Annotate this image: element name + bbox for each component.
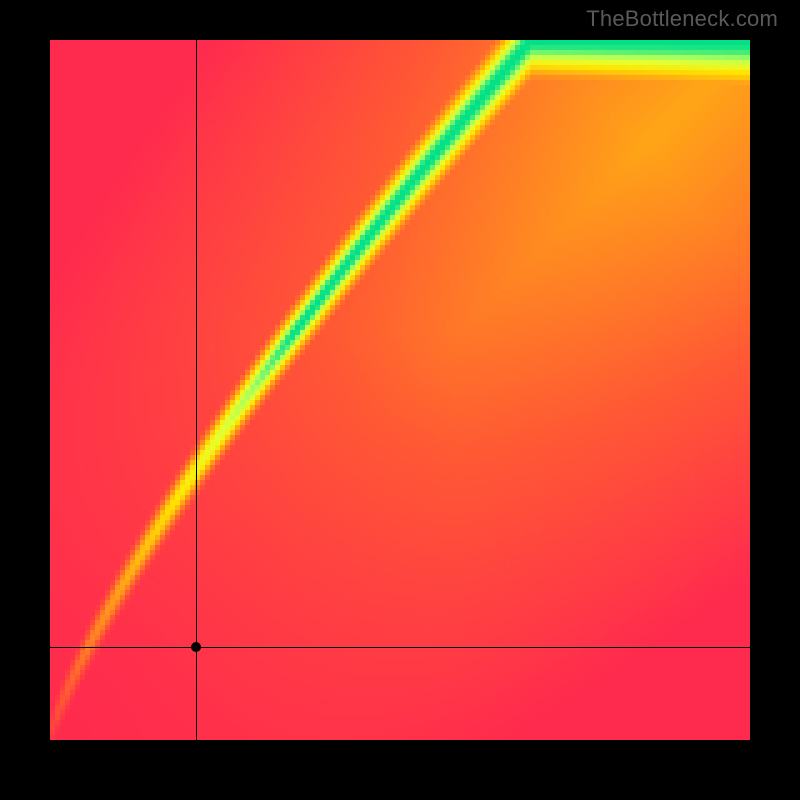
heatmap-plot (50, 40, 750, 740)
crosshair-horizontal (50, 647, 750, 648)
crosshair-vertical (196, 40, 197, 740)
crosshair-marker (191, 642, 201, 652)
watermark-text: TheBottleneck.com (586, 6, 778, 32)
heatmap-canvas (50, 40, 750, 740)
